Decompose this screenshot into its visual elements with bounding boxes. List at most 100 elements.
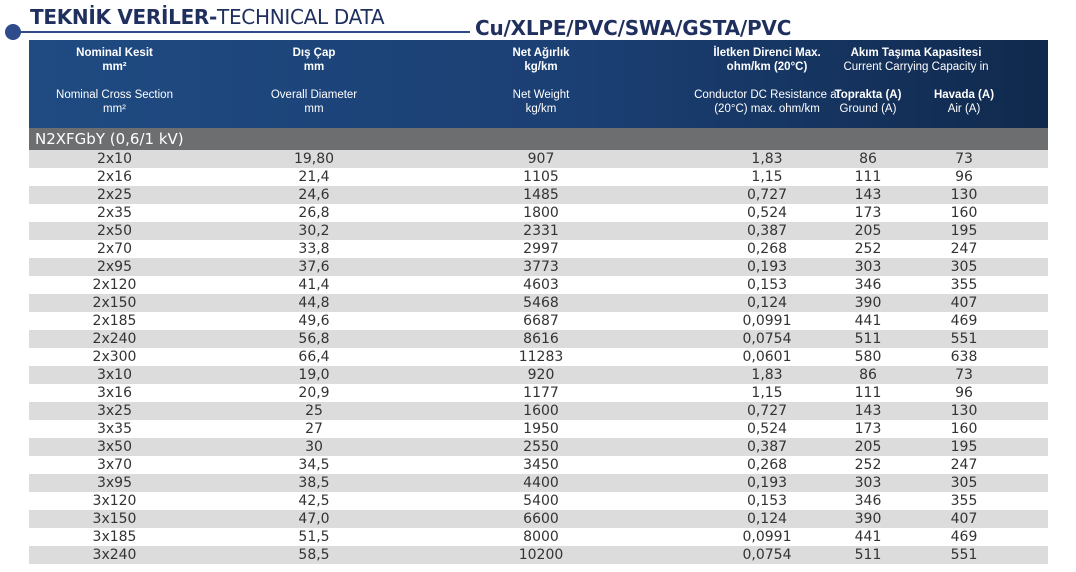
- cell-weight: 1600: [523, 403, 559, 419]
- cell-diameter: 34,5: [298, 457, 330, 473]
- header-resistance-tr: İletken Direnci Max. ohm/km (20°C): [654, 46, 880, 74]
- header-weight-tr-unit: kg/km: [524, 61, 558, 73]
- cell-ground-current: 303: [854, 259, 882, 275]
- cell-cross-section: 2x50: [96, 223, 132, 239]
- header-weight-en-unit: kg/km: [525, 103, 557, 115]
- cell-ground-current: 173: [854, 421, 882, 437]
- cell-diameter: 42,5: [298, 493, 330, 509]
- cell-air-current: 96: [955, 385, 973, 401]
- header-current-en-label: Current Carrying Capacity in: [843, 61, 989, 73]
- header-diameter-tr-unit: mm: [303, 61, 325, 73]
- cell-air-current: 551: [950, 331, 978, 347]
- cell-weight: 6687: [523, 313, 559, 329]
- header-diameter-tr-label: Dış Çap: [292, 47, 336, 59]
- header-current-tr: Akım Taşıma Kapasitesi Current Carrying …: [818, 46, 1014, 74]
- cell-cross-section: 2x16: [96, 169, 132, 185]
- cell-cross-section: 3x95: [96, 475, 132, 491]
- cell-ground-current: 511: [854, 547, 882, 563]
- cell-air-current: 160: [950, 421, 978, 437]
- cell-cross-section: 3x16: [96, 385, 132, 401]
- cell-ground-current: 205: [854, 223, 882, 239]
- cell-cross-section: 3x10: [96, 367, 132, 383]
- cell-cross-section: 3x185: [92, 529, 137, 545]
- page-title-bold: TEKNİK VERİLER-: [30, 5, 218, 29]
- cell-cross-section: 2x240: [92, 331, 137, 347]
- table-row: 2x35 26,8 1800 0,524 173 160: [29, 204, 1048, 222]
- cell-ground-current: 111: [854, 169, 882, 185]
- cell-weight: 5400: [523, 493, 559, 509]
- cell-ground-current: 143: [854, 187, 882, 203]
- header-weight-en: Net Weight kg/km: [428, 88, 654, 116]
- cell-weight: 10200: [518, 547, 564, 563]
- cell-air-current: 247: [950, 457, 978, 473]
- table-row: 3x10 19,0 920 1,83 86 73: [29, 366, 1048, 384]
- cell-resistance: 0,0601: [742, 349, 792, 365]
- cell-diameter: 19,0: [298, 367, 330, 383]
- cell-resistance: 0,124: [746, 295, 788, 311]
- cell-ground-current: 111: [854, 385, 882, 401]
- cell-diameter: 26,8: [298, 205, 330, 221]
- table-row: 3x150 47,0 6600 0,124 390 407: [29, 510, 1048, 528]
- table-row: 2x240 56,8 8616 0,0754 511 551: [29, 330, 1048, 348]
- header-resistance-en: Conductor DC Resistance at (20°C) max. o…: [654, 88, 880, 116]
- table-row: 3x16 20,9 1177 1,15 111 96: [29, 384, 1048, 402]
- title-area: TEKNİK VERİLER-TECHNICAL DATA Cu/XLPE/PV…: [0, 0, 1076, 42]
- cell-cross-section: 3x240: [92, 547, 137, 563]
- header-nominal-en-label: Nominal Cross Section: [56, 89, 173, 101]
- cell-ground-current: 346: [854, 493, 882, 509]
- cell-air-current: 247: [950, 241, 978, 257]
- cell-ground-current: 303: [854, 475, 882, 491]
- header-diameter-en-label: Overall Diameter: [270, 89, 358, 101]
- cell-cross-section: 3x35: [96, 421, 132, 437]
- cell-diameter: 24,6: [298, 187, 330, 203]
- cell-air-current: 638: [950, 349, 978, 365]
- title-underline: [18, 31, 470, 33]
- table-row: 2x70 33,8 2997 0,268 252 247: [29, 240, 1048, 258]
- table-row: 3x25 25 1600 0,727 143 130: [29, 402, 1048, 420]
- cell-ground-current: 205: [854, 439, 882, 455]
- cell-weight: 2331: [523, 223, 559, 239]
- header-ground-en: Ground (A): [839, 103, 897, 115]
- header-nominal-tr: Nominal Kesit mm²: [29, 46, 200, 74]
- cell-weight: 1800: [523, 205, 559, 221]
- cell-diameter: 37,6: [298, 259, 330, 275]
- cell-ground-current: 441: [854, 529, 882, 545]
- cell-resistance: 1,15: [751, 169, 783, 185]
- cell-weight: 920: [527, 367, 555, 383]
- cell-resistance: 0,727: [746, 187, 788, 203]
- cell-diameter: 25: [305, 403, 323, 419]
- cell-cross-section: 2x150: [92, 295, 137, 311]
- cell-weight: 1485: [523, 187, 559, 203]
- cell-air-current: 551: [950, 547, 978, 563]
- cell-weight: 11283: [518, 349, 564, 365]
- cell-resistance: 0,193: [746, 475, 788, 491]
- cell-resistance: 1,83: [751, 151, 783, 167]
- cell-weight: 2997: [523, 241, 559, 257]
- cell-diameter: 58,5: [298, 547, 330, 563]
- table-row: 3x240 58,5 10200 0,0754 511 551: [29, 546, 1048, 564]
- cell-diameter: 47,0: [298, 511, 330, 527]
- cell-weight: 8616: [523, 331, 559, 347]
- cell-diameter: 49,6: [298, 313, 330, 329]
- cell-diameter: 33,8: [298, 241, 330, 257]
- cell-weight: 4603: [523, 277, 559, 293]
- cell-ground-current: 173: [854, 205, 882, 221]
- header-resistance-en-label: Conductor DC Resistance at: [694, 89, 840, 101]
- cell-ground-current: 252: [854, 241, 882, 257]
- cell-resistance: 0,153: [746, 277, 788, 293]
- table-row: 3x50 30 2550 0,387 205 195: [29, 438, 1048, 456]
- table-row: 3x95 38,5 4400 0,193 303 305: [29, 474, 1048, 492]
- cell-ground-current: 390: [854, 511, 882, 527]
- cell-resistance: 0,0754: [742, 547, 792, 563]
- table-row: 2x300 66,4 11283 0,0601 580 638: [29, 348, 1048, 366]
- cell-cross-section: 3x50: [96, 439, 132, 455]
- table-row: 2x16 21,4 1105 1,15 111 96: [29, 168, 1048, 186]
- cell-air-current: 195: [950, 223, 978, 239]
- table-row: 2x120 41,4 4603 0,153 346 355: [29, 276, 1048, 294]
- cell-resistance: 1,83: [751, 367, 783, 383]
- table-header: Nominal Kesit mm² Nominal Cross Section …: [29, 40, 1048, 128]
- cell-air-current: 305: [950, 475, 978, 491]
- cell-resistance: 1,15: [751, 385, 783, 401]
- cell-air-current: 73: [955, 151, 973, 167]
- cell-cross-section: 2x70: [96, 241, 132, 257]
